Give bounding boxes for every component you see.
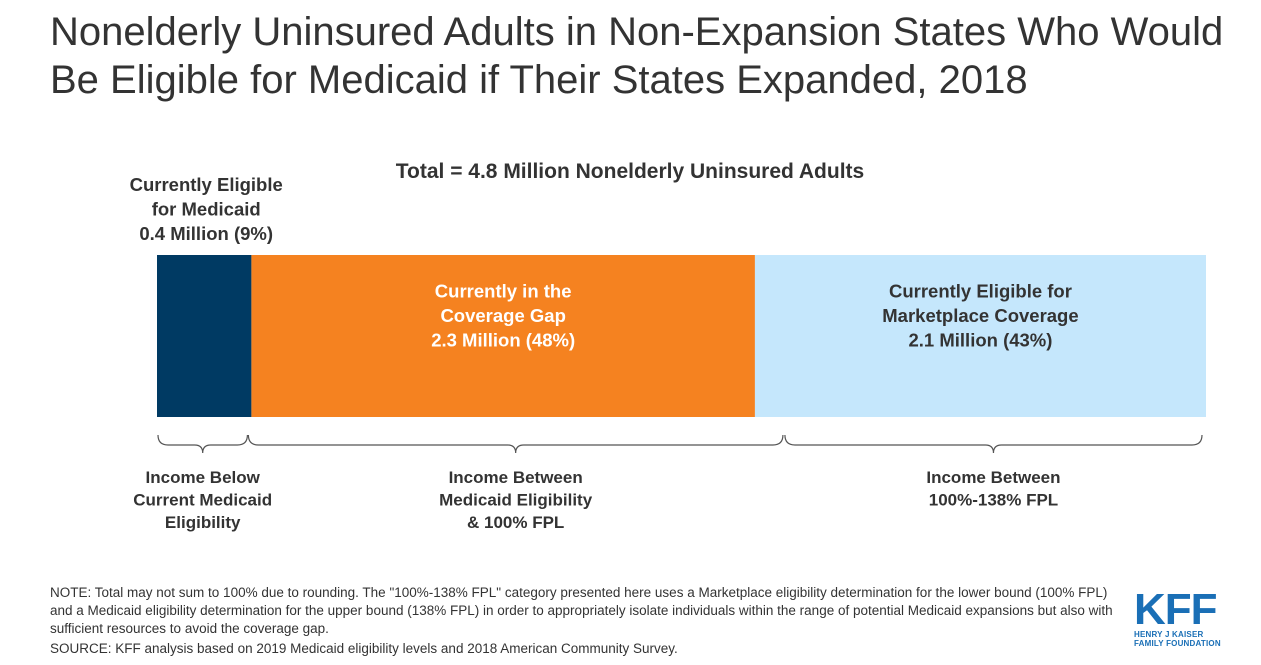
segment-3-label-line-3: 2.1 Million (43%) [909, 330, 1053, 351]
kff-logo: KFF HENRY J KAISER FAMILY FOUNDATION [1134, 585, 1229, 649]
segment-3-label-line-2: Marketplace Coverage [882, 305, 1078, 326]
bracket-2-label-line-1: Income Between [449, 468, 583, 487]
segment-labels: Currently Eligible for Medicaid 0.4 Millio… [130, 174, 1079, 351]
segment-2-label-line-3: 2.3 Million (48%) [431, 330, 575, 351]
chart-title: Nonelderly Uninsured Adults in Non-Expan… [50, 10, 1224, 102]
income-brackets: Income Below Current Medicaid Eligibility I… [133, 434, 1203, 532]
bar-segments [157, 255, 1206, 417]
bracket-3 [784, 434, 1203, 454]
segment-2-label-line-2: Coverage Gap [440, 305, 565, 326]
logo-line-2: FAMILY FOUNDATION [1134, 639, 1221, 648]
segment-3-label-line-1: Currently Eligible for [889, 281, 1072, 302]
bracket-1-label-line-2: Current Medicaid [133, 491, 272, 510]
logo-subtitle: HENRY J KAISER FAMILY FOUNDATION [1134, 630, 1229, 648]
segment-1-label-line-3: 0.4 Million (9%) [139, 223, 273, 244]
bracket-3-label-line-2: 100%-138% FPL [929, 491, 1058, 510]
footnote: NOTE: Total may not sum to 100% due to r… [50, 585, 1113, 636]
bracket-2-label-line-2: Medicaid Eligibility [439, 491, 593, 510]
bracket-1-label-line-3: Eligibility [165, 513, 241, 532]
source-note: SOURCE: KFF analysis based on 2019 Medic… [50, 641, 678, 656]
chart-subtitle: Total = 4.8 Million Nonelderly Uninsured… [395, 160, 865, 183]
stacked-bar-chart: Currently Eligible for Medicaid 0.4 Millio… [130, 174, 1206, 532]
bar-segment-3 [754, 255, 1206, 417]
segment-2-label-line-1: Currently in the [435, 281, 572, 302]
bar-segment-2 [251, 255, 755, 417]
logo-line-1: HENRY J KAISER [1134, 630, 1204, 639]
bracket-1-label-line-1: Income Below [146, 468, 261, 487]
segment-1-label-line-1: Currently Eligible [130, 174, 283, 195]
bracket-2 [247, 434, 784, 454]
bracket-1 [157, 434, 249, 454]
segment-1-label-line-2: for Medicaid [152, 199, 261, 220]
bracket-2-label-line-3: & 100% FPL [467, 513, 564, 532]
bar-segment-1 [157, 255, 252, 417]
logo-mark: KFF [1134, 585, 1218, 634]
bracket-3-label-line-1: Income Between [926, 468, 1060, 487]
